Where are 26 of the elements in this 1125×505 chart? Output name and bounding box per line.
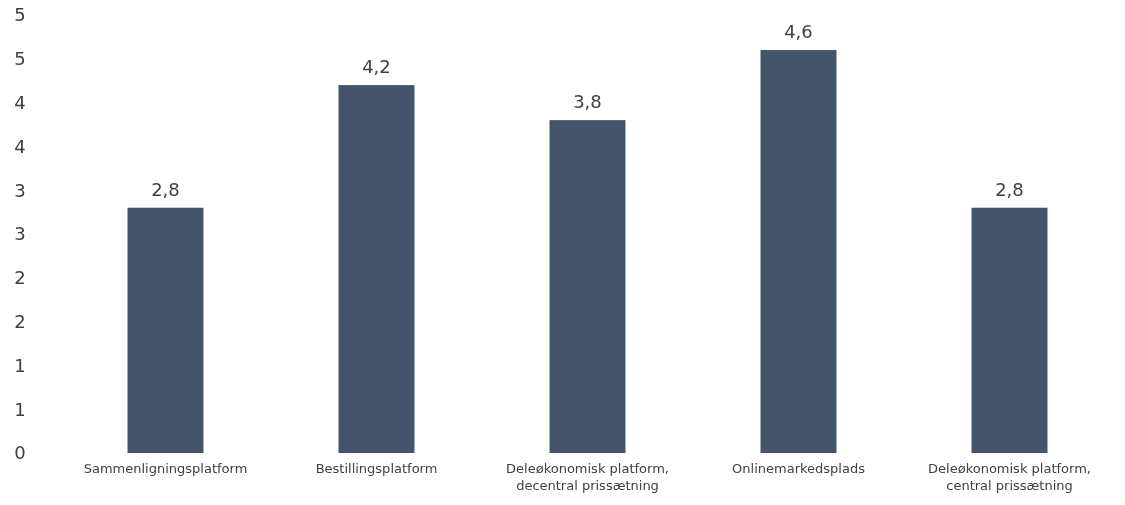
y-tick-label: 2 bbox=[14, 310, 26, 332]
data-label: 4,6 bbox=[784, 21, 813, 43]
y-tick-label: 5 bbox=[14, 48, 26, 70]
data-label: 2,8 bbox=[151, 178, 180, 200]
data-label: 4,2 bbox=[362, 56, 391, 78]
bar bbox=[760, 50, 837, 453]
y-tick-label: 1 bbox=[14, 398, 26, 420]
data-label: 2,8 bbox=[995, 178, 1024, 200]
x-tick-label: Deleøkonomisk platform, central prissætning bbox=[928, 461, 1091, 493]
x-tick-label: Bestillingsplatform bbox=[315, 461, 438, 476]
bar bbox=[338, 85, 415, 453]
y-tick-label: 3 bbox=[14, 179, 26, 201]
y-tick-label: 3 bbox=[14, 223, 26, 245]
bar bbox=[549, 120, 626, 453]
y-tick-label: 0 bbox=[14, 442, 26, 464]
x-tick-label: Deleøkonomisk platform, decentral prissætning bbox=[506, 461, 669, 493]
x-tick-label: Sammenligningsplatform bbox=[83, 461, 248, 476]
y-tick-label: 2 bbox=[14, 267, 26, 289]
y-tick-label: 1 bbox=[14, 354, 26, 376]
data-label: 3,8 bbox=[573, 91, 602, 113]
y-tick-label: 4 bbox=[14, 135, 26, 157]
bar bbox=[971, 207, 1048, 453]
bar bbox=[127, 207, 204, 453]
y-tick-label: 4 bbox=[14, 91, 26, 113]
x-tick-label: Onlinemarkedsplads bbox=[732, 461, 866, 476]
y-tick-label: 5 bbox=[14, 4, 26, 26]
